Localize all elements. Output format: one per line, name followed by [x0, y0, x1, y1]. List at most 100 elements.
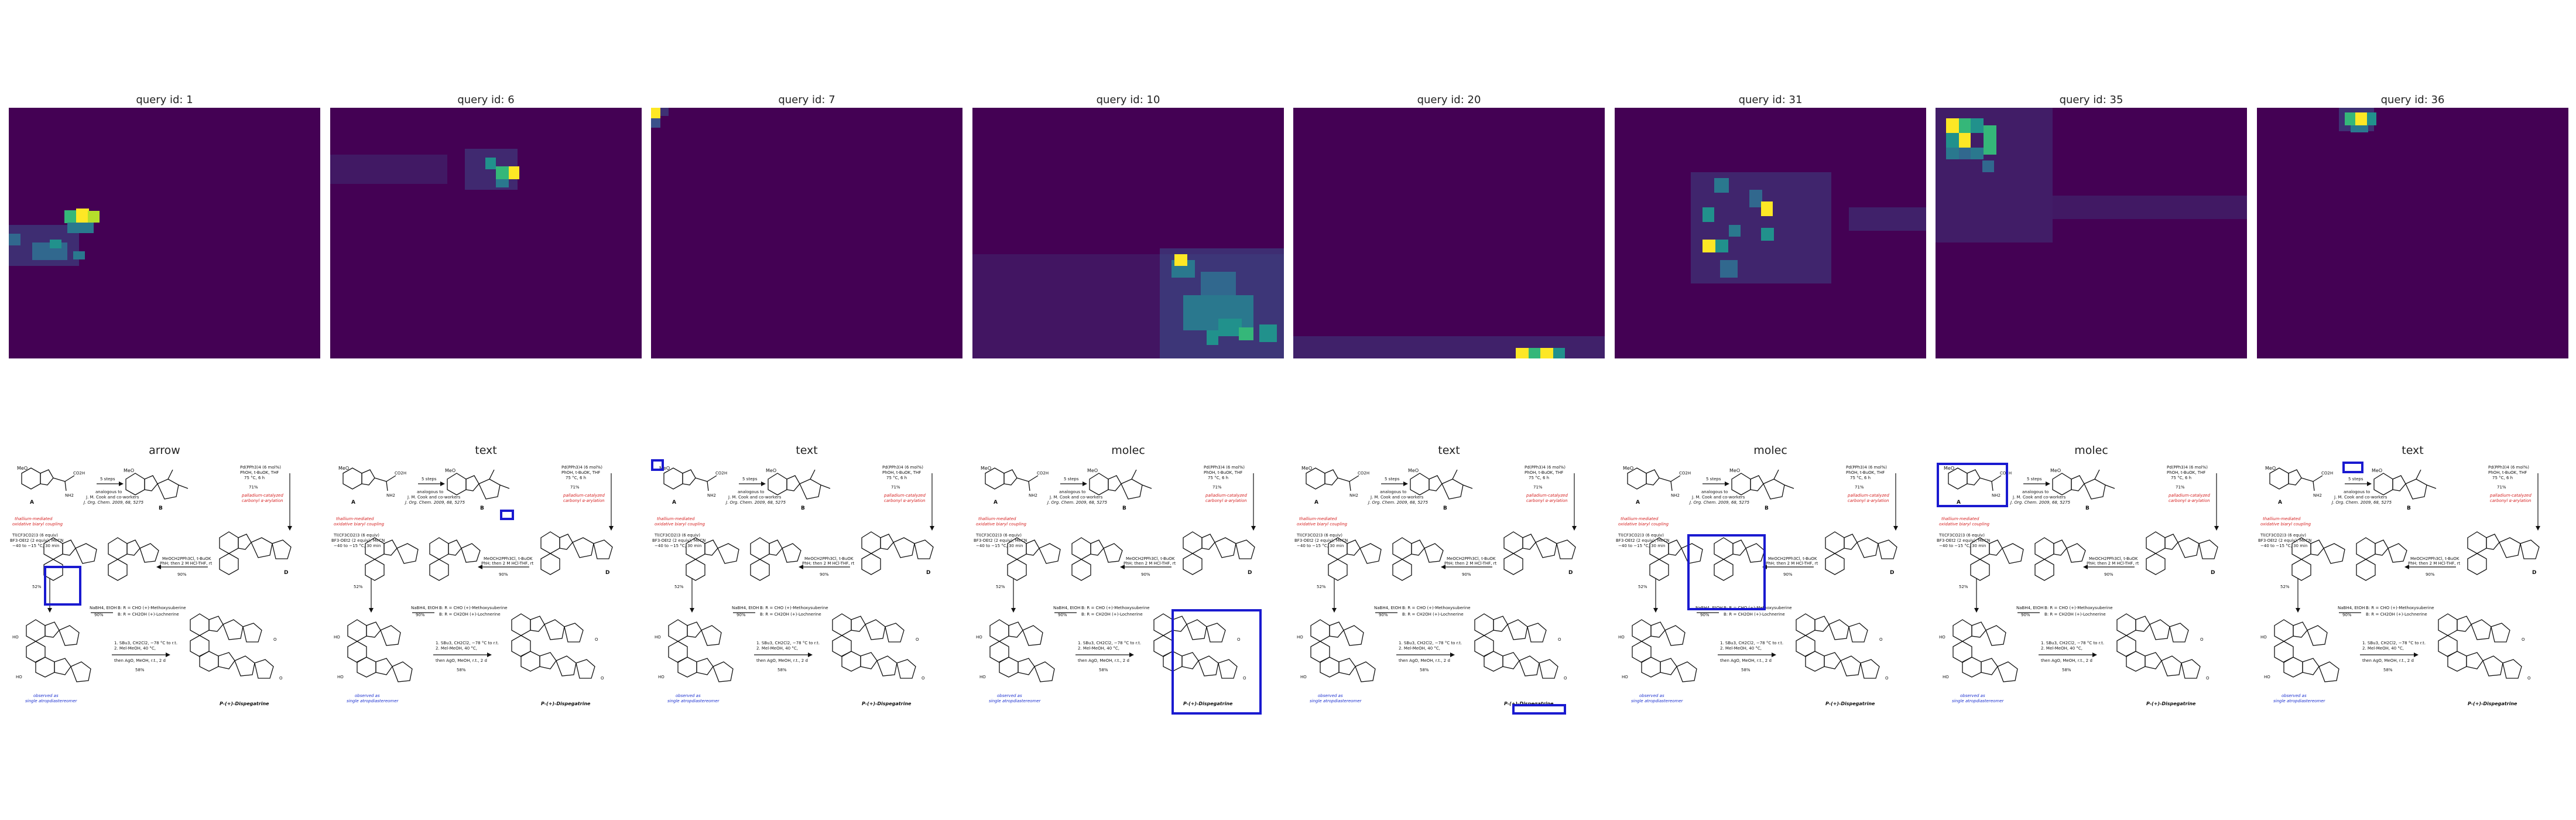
- svg-text:A: A: [672, 500, 676, 505]
- reaction-scheme: MeO CO2H NH2 A 5 steps analogous to J. M…: [651, 456, 962, 718]
- svg-text:1. SBu3, CH2Cl2, −78 °C to r.t: 1. SBu3, CH2Cl2, −78 °C to r.t.: [1399, 641, 1462, 645]
- svg-text:oxidative biaryl coupling: oxidative biaryl coupling: [1297, 522, 1348, 527]
- svg-text:carbonyl α-arylation: carbonyl α-arylation: [563, 498, 605, 503]
- svg-text:58%: 58%: [1741, 668, 1751, 672]
- svg-text:−40 to −15 °C, 30 min: −40 to −15 °C, 30 min: [976, 544, 1023, 548]
- svg-text:PhH; then 2 M HCl-THF, rt: PhH; then 2 M HCl-THF, rt: [1766, 561, 1818, 566]
- svg-text:B: R = CH2OH (+)-Lochnerine: B: R = CH2OH (+)-Lochnerine: [1724, 612, 1785, 617]
- svg-text:B: B: [1765, 505, 1769, 511]
- svg-text:D: D: [1890, 570, 1894, 576]
- heatmap-cells: [9, 209, 100, 266]
- svg-text:90%: 90%: [499, 572, 508, 577]
- svg-text:analogous to: analogous to: [95, 490, 122, 494]
- svg-text:Tl(CF3CO2)3 (6 equiv): Tl(CF3CO2)3 (6 equiv): [1296, 533, 1342, 538]
- prediction-label: arrow: [149, 444, 180, 457]
- svg-text:palladium-catalyzed: palladium-catalyzed: [2168, 493, 2210, 498]
- svg-text:HO: HO: [1939, 635, 1945, 640]
- svg-text:O: O: [916, 637, 919, 642]
- query-title: query id: 1: [136, 94, 193, 106]
- svg-text:52%: 52%: [674, 585, 684, 589]
- molecule-D: [1503, 531, 1576, 575]
- svg-text:HO: HO: [1943, 675, 1949, 679]
- svg-text:52%: 52%: [1959, 585, 1968, 589]
- svg-text:MeOCH2PPh3Cl, t-BuOK: MeOCH2PPh3Cl, t-BuOK: [804, 556, 854, 561]
- svg-text:then AgO, MeOH, r.t., 2 d: then AgO, MeOH, r.t., 2 d: [1399, 658, 1450, 663]
- svg-text:75 °C, 6 h: 75 °C, 6 h: [1529, 476, 1549, 480]
- svg-text:D: D: [2211, 570, 2215, 576]
- svg-text:MeOCH2PPh3Cl, t-BuOK: MeOCH2PPh3Cl, t-BuOK: [2089, 556, 2138, 561]
- svg-text:PhOH, t-BuOK, THF: PhOH, t-BuOK, THF: [1525, 470, 1563, 475]
- svg-text:Pd(PPh3)4 (6 mol%): Pd(PPh3)4 (6 mol%): [561, 465, 602, 470]
- svg-text:HO: HO: [1297, 635, 1303, 640]
- svg-text:58%: 58%: [457, 668, 466, 672]
- molecule-dimer-left: [2274, 619, 2339, 682]
- reaction-scheme: MeO CO2H NH2 A 5 steps analogous to J. M…: [330, 456, 642, 718]
- heatmap-cells: [2339, 108, 2376, 132]
- svg-text:BF3·OEt2 (2 equiv), MeCN: BF3·OEt2 (2 equiv), MeCN: [652, 538, 705, 543]
- svg-text:HO: HO: [334, 635, 340, 640]
- svg-text:then AgO, MeOH, r.t., 2 d: then AgO, MeOH, r.t., 2 d: [1078, 658, 1129, 663]
- attention-heatmap: [2257, 108, 2568, 358]
- svg-text:carbonyl α-arylation: carbonyl α-arylation: [1526, 498, 1568, 503]
- svg-text:Tl(CF3CO2)3 (6 equiv): Tl(CF3CO2)3 (6 equiv): [975, 533, 1022, 538]
- molecule-intermediate: [108, 537, 159, 581]
- svg-text:oxidative biaryl coupling: oxidative biaryl coupling: [1618, 522, 1669, 527]
- svg-text:O: O: [279, 676, 283, 681]
- svg-text:90%: 90%: [2426, 572, 2435, 577]
- svg-text:PhH; then 2 M HCl-THF, rt: PhH; then 2 M HCl-THF, rt: [1444, 561, 1496, 566]
- svg-text:B: B: [480, 505, 484, 511]
- svg-text:MeO: MeO: [1729, 468, 1740, 473]
- svg-text:A: A: [2278, 500, 2282, 505]
- svg-text:single atropdiastereomer: single atropdiastereomer: [1310, 699, 1362, 703]
- svg-text:J. Org. Chem. 2009, 68, 5275: J. Org. Chem. 2009, 68, 5275: [1367, 500, 1429, 505]
- svg-text:PhH; then 2 M HCl-THF, rt: PhH; then 2 M HCl-THF, rt: [1123, 561, 1176, 566]
- svg-text:BF3·OEt2 (2 equiv), MeCN: BF3·OEt2 (2 equiv), MeCN: [1616, 538, 1669, 543]
- svg-text:P-(+)-Dispegatrine: P-(+)-Dispegatrine: [1183, 701, 1233, 706]
- reaction-scheme: MeO CO2H NH2 A 5 steps analogous to J. M…: [972, 456, 1284, 718]
- svg-text:palladium-catalyzed: palladium-catalyzed: [1847, 493, 1889, 498]
- heatmap-cells: [1691, 172, 1926, 283]
- molecule-D: [1825, 531, 1897, 575]
- svg-text:MeOCH2PPh3Cl, t-BuOK: MeOCH2PPh3Cl, t-BuOK: [1768, 556, 1817, 561]
- svg-text:PhH; then 2 M HCl-THF, rt: PhH; then 2 M HCl-THF, rt: [2408, 561, 2460, 566]
- molecule-A: [1306, 467, 1359, 491]
- svg-text:Tl(CF3CO2)3 (6 equiv): Tl(CF3CO2)3 (6 equiv): [1618, 533, 1664, 538]
- molecule-intermediate: [1392, 537, 1444, 581]
- svg-text:B: R = CH2OH (+)-Lochnerine: B: R = CH2OH (+)-Lochnerine: [1402, 612, 1464, 617]
- svg-text:HO: HO: [2260, 635, 2267, 640]
- svg-text:Pd(PPh3)4 (6 mol%): Pd(PPh3)4 (6 mol%): [1846, 465, 1887, 470]
- svg-text:−40 to −15 °C, 30 min: −40 to −15 °C, 30 min: [655, 544, 701, 548]
- prediction-label: molec: [1753, 444, 1787, 457]
- svg-text:B: R = CHO (+)-Methoxysuberin: B: R = CHO (+)-Methoxysuberine: [760, 606, 828, 610]
- svg-text:52%: 52%: [32, 585, 42, 589]
- svg-text:NaBH4, EtOH: NaBH4, EtOH: [732, 606, 759, 610]
- svg-text:−40 to −15 °C, 30 min: −40 to −15 °C, 30 min: [1939, 544, 1986, 548]
- svg-text:90%: 90%: [737, 613, 746, 617]
- svg-text:−40 to −15 °C, 30 min: −40 to −15 °C, 30 min: [1618, 544, 1665, 548]
- svg-text:PhOH, t-BuOK, THF: PhOH, t-BuOK, THF: [1204, 470, 1242, 475]
- svg-text:palladium-catalyzed: palladium-catalyzed: [2489, 493, 2532, 498]
- svg-text:MeOCH2PPh3Cl, t-BuOK: MeOCH2PPh3Cl, t-BuOK: [162, 556, 211, 561]
- svg-text:71%: 71%: [2176, 485, 2185, 490]
- svg-text:MeO: MeO: [766, 468, 776, 473]
- svg-text:P-(+)-Dispegatrine: P-(+)-Dispegatrine: [1825, 701, 1875, 706]
- svg-text:MeO: MeO: [445, 468, 455, 473]
- reaction-scheme-svg: MeO CO2H NH2 A 5 steps analogous to J. M…: [2258, 462, 2540, 706]
- svg-text:MeO: MeO: [1623, 466, 1633, 471]
- molecule-dimer-left: [1632, 619, 1697, 682]
- molecule-intermediate: [429, 537, 481, 581]
- molecule-C: [2291, 537, 2345, 581]
- svg-text:J. Org. Chem. 2009, 68, 5275: J. Org. Chem. 2009, 68, 5275: [83, 500, 144, 505]
- svg-text:52%: 52%: [2280, 585, 2290, 589]
- svg-text:CO2H: CO2H: [1358, 471, 1369, 476]
- attention-heatmap: [9, 108, 320, 358]
- svg-text:5 steps: 5 steps: [2348, 477, 2363, 481]
- svg-text:MeO: MeO: [124, 468, 134, 473]
- svg-text:analogous to: analogous to: [417, 490, 443, 494]
- svg-text:−40 to −15 °C, 30 min: −40 to −15 °C, 30 min: [1297, 544, 1344, 548]
- svg-text:52%: 52%: [1638, 585, 1647, 589]
- molecule-A: [1948, 467, 2002, 491]
- molecule-C: [365, 537, 419, 581]
- svg-text:J. Org. Chem. 2009, 68, 5275: J. Org. Chem. 2009, 68, 5275: [2331, 500, 2392, 505]
- svg-text:MeO: MeO: [1087, 468, 1098, 473]
